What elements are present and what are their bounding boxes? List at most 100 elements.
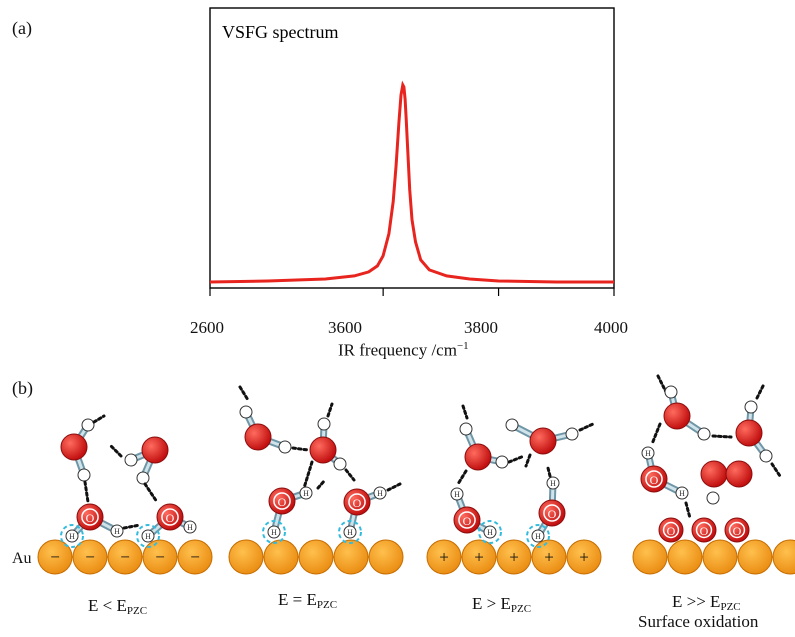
xtick-label-1: 3600 xyxy=(328,318,362,337)
hydrogen-atom xyxy=(124,453,138,467)
hydrogen-bond xyxy=(122,523,142,530)
gold-atom xyxy=(426,539,462,575)
hydrogen-atom xyxy=(505,418,519,432)
oxygen-atom xyxy=(640,465,668,493)
hydrogen-atom xyxy=(706,491,720,505)
hydrogen-atom xyxy=(299,486,313,500)
oxygen-atom xyxy=(663,402,691,430)
hydrogen-atom xyxy=(373,486,387,500)
oxygen-atom xyxy=(725,460,753,488)
oxygen-ring xyxy=(348,493,366,511)
oxygen-letter: O xyxy=(463,514,472,528)
hydrogen-atom xyxy=(343,525,357,539)
hydrogen-bond xyxy=(109,444,123,458)
oxygen-ring xyxy=(662,521,680,539)
oxygen-atom xyxy=(464,443,492,471)
oxygen-ring xyxy=(458,511,476,529)
gold-atom xyxy=(263,539,299,575)
hydrogen-bond xyxy=(546,466,552,478)
hydrogen-atom xyxy=(183,520,197,534)
hydrogen-atom xyxy=(141,529,155,543)
hydrogen-atom xyxy=(675,486,689,500)
hydrogen-bond xyxy=(461,404,469,420)
hydrogen-atom xyxy=(664,385,678,399)
oxygen-atom xyxy=(735,419,763,447)
interfacial-h-highlight xyxy=(526,524,550,548)
hydrogen-letter: H xyxy=(487,528,493,537)
oxygen-letter: O xyxy=(548,507,557,521)
hydrogen-atom xyxy=(317,417,331,431)
hydrogen-atom xyxy=(278,440,292,454)
hydrogen-bond xyxy=(291,446,310,452)
oxygen-atom xyxy=(141,436,169,464)
hydrogen-letter: H xyxy=(679,489,685,498)
interfacial-h-highlight xyxy=(478,520,502,544)
oxygen-letter: O xyxy=(166,511,175,525)
oxygen-atom xyxy=(453,506,481,534)
oxygen-ring xyxy=(543,504,561,522)
oxygen-atom xyxy=(60,433,88,461)
surface-charge-sign: + xyxy=(579,548,589,567)
hydrogen-letter: H xyxy=(347,528,353,537)
hydrogen-letter: H xyxy=(645,449,651,458)
hydrogen-atom xyxy=(136,471,150,485)
hydrogen-bond xyxy=(456,469,468,486)
hydrogen-atom xyxy=(744,400,758,414)
hydrogen-atom xyxy=(65,529,79,543)
oxygen-ring xyxy=(695,521,713,539)
hydrogen-bond xyxy=(507,454,526,464)
hydrogen-bond xyxy=(83,480,90,504)
hydrogen-letter: H xyxy=(114,527,120,536)
hydrogen-bond xyxy=(578,422,595,432)
hydrogen-atom xyxy=(267,525,281,539)
gold-atom xyxy=(142,539,178,575)
interfacial-h-highlight xyxy=(136,524,160,548)
hydrogen-atom xyxy=(77,468,91,482)
surface-charge-sign: − xyxy=(85,548,95,567)
oxygen-ring xyxy=(273,492,291,510)
gold-atom xyxy=(737,539,773,575)
metal-label: Au xyxy=(12,550,32,567)
surface-charge-sign: + xyxy=(544,548,554,567)
gold-atom xyxy=(72,539,108,575)
oxygen-atom xyxy=(268,487,296,515)
vsfg-chart: VSFG spectrum xyxy=(209,7,615,296)
gold-atom xyxy=(702,539,738,575)
gold-atom xyxy=(177,539,213,575)
hydrogen-letter: H xyxy=(69,532,75,541)
hydrogen-bond xyxy=(238,385,250,402)
oxygen-ring xyxy=(728,521,746,539)
hydrogen-letter: H xyxy=(550,479,556,488)
interfacial-h-highlight xyxy=(262,520,286,544)
oxygen-atom xyxy=(309,436,337,464)
hydrogen-bond xyxy=(711,434,733,439)
hydrogen-atom xyxy=(697,427,711,441)
hydrogen-atom xyxy=(641,446,655,460)
hydrogen-bond xyxy=(770,462,782,478)
hydrogen-bond xyxy=(344,468,356,482)
hydrogen-atom xyxy=(450,487,464,501)
hydrogen-atom xyxy=(483,525,497,539)
gold-atom xyxy=(107,539,143,575)
gold-atom xyxy=(368,539,404,575)
oxygen-atom xyxy=(700,460,728,488)
hydrogen-atom xyxy=(565,427,579,441)
oxygen-atom xyxy=(529,427,557,455)
hydrogen-letter: H xyxy=(377,489,383,498)
oxygen-atom xyxy=(76,503,104,531)
xtick-label-3: 4000 xyxy=(594,318,628,337)
hydrogen-bond xyxy=(143,482,159,504)
oxygen-atom xyxy=(244,423,272,451)
hydrogen-atom xyxy=(495,455,509,469)
caption-state-2: E = EPZC xyxy=(278,590,338,611)
surface-charge-sign: + xyxy=(509,548,519,567)
oxygen-atom xyxy=(156,503,184,531)
hydrogen-atom xyxy=(81,418,95,432)
interfacial-h-highlight xyxy=(60,524,84,548)
caption-state-1: E < EPZC xyxy=(88,596,148,617)
hydrogen-bond xyxy=(316,478,327,490)
surface-charge-sign: − xyxy=(120,548,130,567)
surface-charge-sign: − xyxy=(190,548,200,567)
hydrogen-atom xyxy=(759,449,773,463)
oxygen-letter: O xyxy=(86,511,95,525)
